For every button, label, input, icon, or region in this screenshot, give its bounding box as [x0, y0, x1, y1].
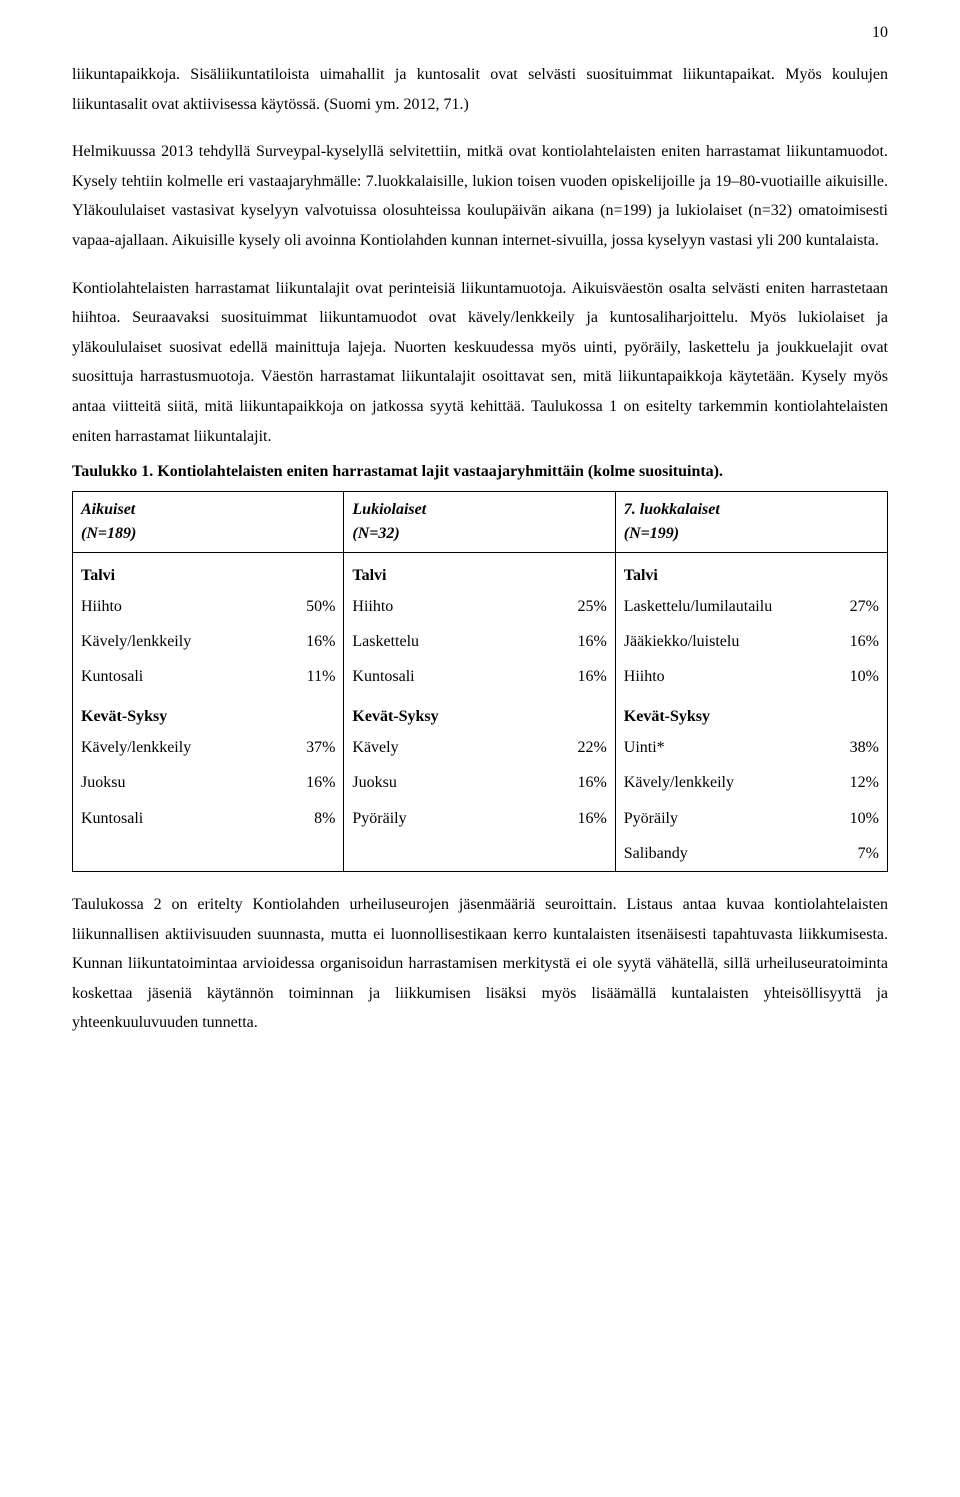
cell-label: Hiihto — [81, 593, 298, 620]
table-header-cell: Lukiolaiset (N=32) — [344, 491, 615, 552]
cell-label: Kävely/lenkkeily — [624, 769, 842, 796]
cell-label: Pyöräily — [352, 805, 569, 832]
cell-label: Salibandy — [624, 840, 850, 867]
table-row: Kävely/lenkkeily37% Kävely22% Uinti*38% — [73, 730, 888, 765]
table-header-cell: 7. luokkalaiset (N=199) — [615, 491, 887, 552]
col-n: (N=199) — [624, 525, 679, 542]
cell-label: Kuntosali — [352, 663, 569, 690]
section-label: Kevät-Syksy — [615, 694, 887, 730]
cell-pct: 16% — [842, 628, 879, 655]
cell-label: Kävely/lenkkeily — [81, 628, 298, 655]
cell-pct: 11% — [299, 663, 336, 690]
table-row: Kuntosali11% Kuntosali16% Hiihto10% — [73, 659, 888, 694]
cell-pct: 10% — [842, 805, 879, 832]
table-header-cell: Aikuiset (N=189) — [73, 491, 344, 552]
table-row: Salibandy7% — [73, 836, 888, 872]
cell-pct: 37% — [298, 734, 335, 761]
cell-pct: 16% — [569, 805, 606, 832]
cell-label: Juoksu — [81, 769, 298, 796]
cell-pct: 7% — [850, 840, 879, 867]
cell-pct: 16% — [298, 628, 335, 655]
cell-label: Kävely — [352, 734, 569, 761]
section-label: Talvi — [73, 552, 344, 589]
cell-label: Pyöräily — [624, 805, 842, 832]
cell-pct: 8% — [306, 805, 335, 832]
cell-pct: 38% — [842, 734, 879, 761]
cell-pct: 16% — [569, 628, 606, 655]
page-number: 10 — [872, 24, 888, 42]
paragraph-3: Kontiolahtelaisten harrastamat liikuntal… — [72, 274, 888, 452]
table-row: Kävely/lenkkeily16% Laskettelu16% Jääkie… — [73, 624, 888, 659]
cell-pct: 10% — [842, 663, 879, 690]
paragraph-2: Helmikuussa 2013 tehdyllä Surveypal-kyse… — [72, 137, 888, 255]
table-row: Juoksu16% Juoksu16% Kävely/lenkkeily12% — [73, 765, 888, 800]
table-row: Hiihto50% Hiihto25% Laskettelu/lumilauta… — [73, 589, 888, 624]
table-row: Kuntosali8% Pyöräily16% Pyöräily10% — [73, 801, 888, 836]
table-section-row: Kevät-Syksy Kevät-Syksy Kevät-Syksy — [73, 694, 888, 730]
cell-pct: 16% — [298, 769, 335, 796]
paragraph-1: liikuntapaikkoja. Sisäliikuntatiloista u… — [72, 60, 888, 119]
section-label: Talvi — [615, 552, 887, 589]
section-label: Kevät-Syksy — [344, 694, 615, 730]
cell-pct: 27% — [842, 593, 879, 620]
cell-pct: 16% — [569, 663, 606, 690]
cell-pct: 50% — [298, 593, 335, 620]
cell-label: Uinti* — [624, 734, 842, 761]
cell-label: Hiihto — [352, 593, 569, 620]
table-section-row: Talvi Talvi Talvi — [73, 552, 888, 589]
table-header-row: Aikuiset (N=189) Lukiolaiset (N=32) 7. l… — [73, 491, 888, 552]
cell-label: Jääkiekko/luistelu — [624, 628, 842, 655]
cell-label: Kävely/lenkkeily — [81, 734, 298, 761]
col-n: (N=32) — [352, 525, 399, 542]
cell-pct: 12% — [842, 769, 879, 796]
cell-label: Laskettelu — [352, 628, 569, 655]
paragraph-4: Taulukossa 2 on eritelty Kontiolahden ur… — [72, 890, 888, 1038]
col-title: 7. luokkalaiset — [624, 501, 720, 518]
cell-pct: 16% — [569, 769, 606, 796]
cell-pct: 25% — [569, 593, 606, 620]
table-1: Aikuiset (N=189) Lukiolaiset (N=32) 7. l… — [72, 491, 888, 872]
cell-label: Hiihto — [624, 663, 842, 690]
cell-label: Kuntosali — [81, 805, 306, 832]
cell-label: Juoksu — [352, 769, 569, 796]
col-title: Lukiolaiset — [352, 501, 426, 518]
cell-label: Laskettelu/lumilautailu — [624, 593, 842, 620]
col-n: (N=189) — [81, 525, 136, 542]
table-1-heading: Taulukko 1. Kontiolahtelaisten eniten ha… — [72, 457, 888, 487]
cell-pct: 22% — [569, 734, 606, 761]
cell-label: Kuntosali — [81, 663, 299, 690]
section-label: Kevät-Syksy — [73, 694, 344, 730]
section-label: Talvi — [344, 552, 615, 589]
col-title: Aikuiset — [81, 501, 135, 518]
